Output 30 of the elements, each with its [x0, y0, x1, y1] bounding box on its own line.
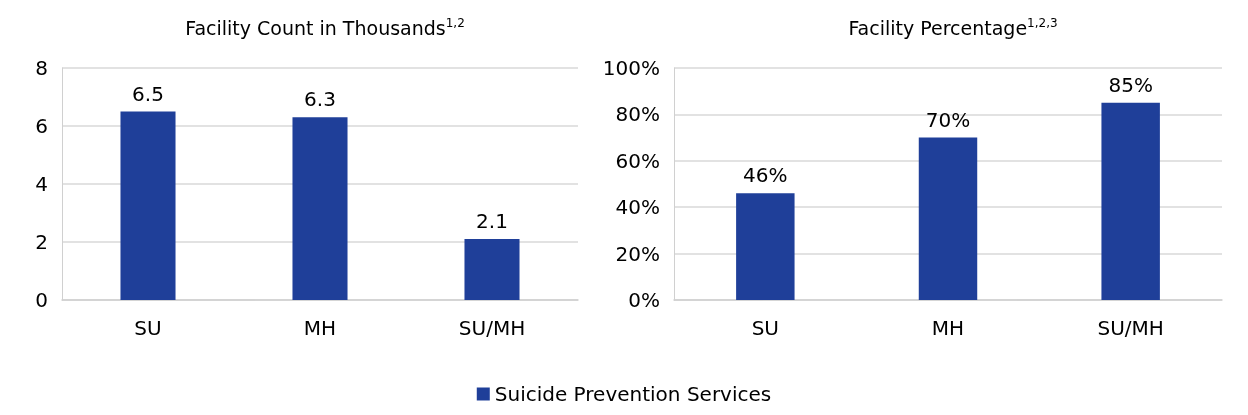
- data-label: 70%: [925, 107, 971, 132]
- y-tick-label: 20%: [615, 241, 660, 266]
- bar: [292, 117, 348, 300]
- bar: [464, 239, 520, 300]
- legend-label: Suicide Prevention Services: [494, 382, 772, 406]
- x-tick-label: SU: [751, 316, 780, 340]
- y-tick-label: 60%: [615, 148, 660, 173]
- y-tick-label: 4: [35, 172, 48, 196]
- bar: [120, 111, 176, 300]
- bar: [918, 137, 978, 300]
- y-tick-label: 80%: [615, 102, 660, 127]
- data-label: 85%: [1108, 72, 1153, 97]
- data-label: 6.3: [304, 87, 336, 112]
- x-tick-label: MH: [303, 316, 337, 340]
- x-tick-label: MH: [931, 316, 965, 340]
- y-tick-label: 40%: [615, 195, 660, 220]
- bar: [1101, 102, 1160, 300]
- data-label: 2.1: [476, 209, 508, 234]
- x-tick-label: SU/MH: [458, 316, 526, 340]
- y-tick-label: 8: [35, 56, 48, 80]
- x-tick-label: SU/MH: [1097, 316, 1164, 340]
- data-label: 6.5: [132, 81, 164, 106]
- y-tick-label: 0%: [628, 288, 660, 312]
- bar: [736, 193, 795, 300]
- data-label: 46%: [743, 163, 788, 188]
- y-tick-label: 100%: [602, 56, 660, 80]
- y-tick-label: 0: [35, 288, 48, 312]
- x-tick-label: SU: [134, 316, 162, 340]
- y-tick-label: 6: [35, 114, 48, 138]
- y-tick-label: 2: [35, 230, 48, 254]
